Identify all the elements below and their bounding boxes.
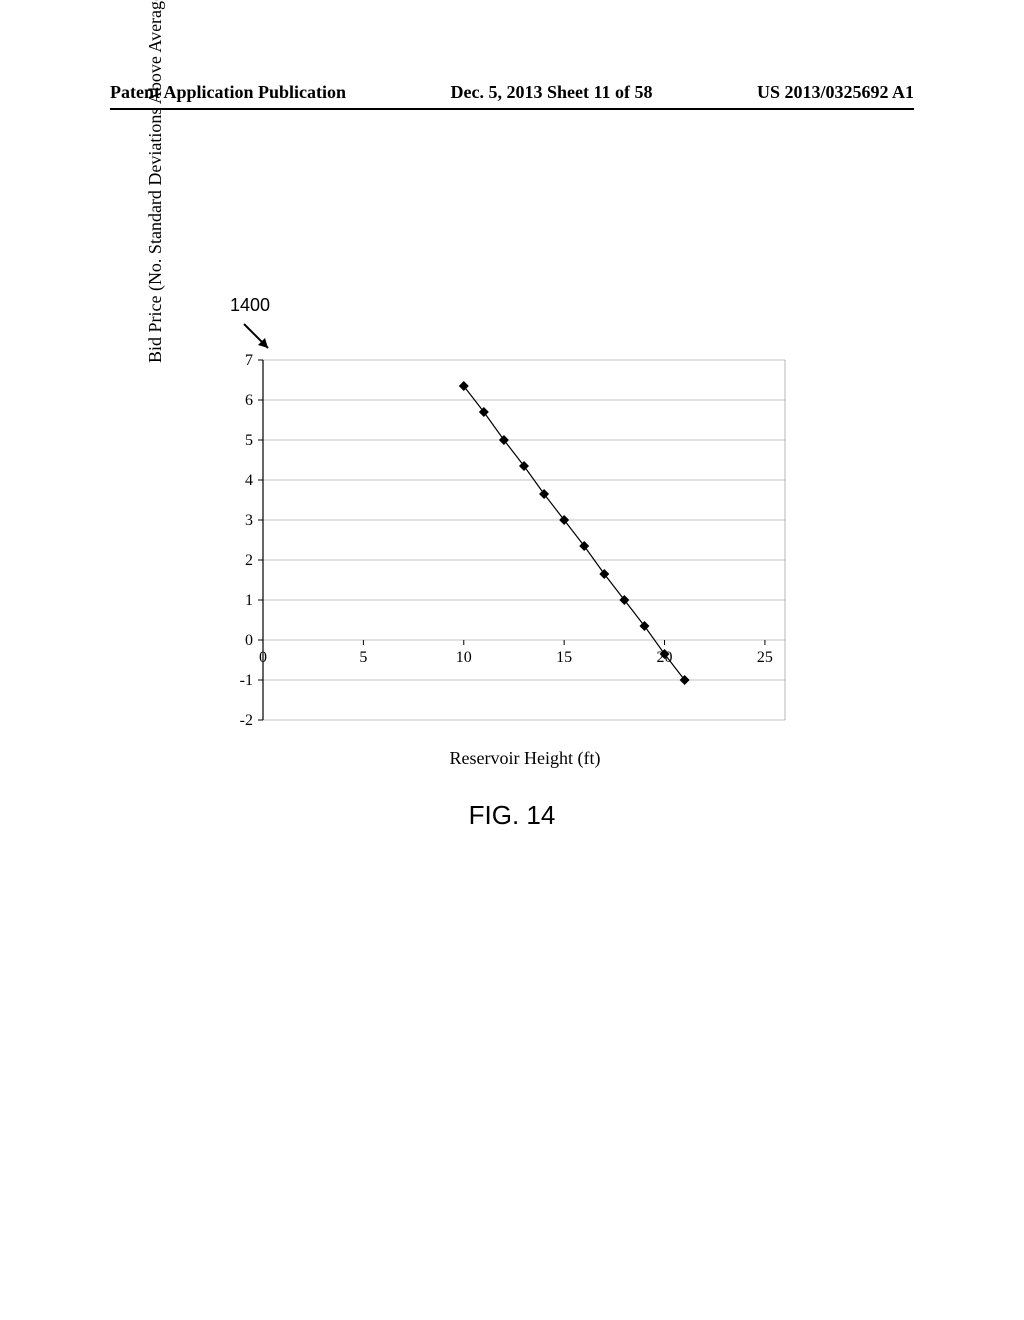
chart-ylabel: Bid Price (No. Standard Deviations Above… (145, 0, 166, 375)
header-center: Dec. 5, 2013 Sheet 11 of 58 (451, 82, 653, 103)
page: Patent Application Publication Dec. 5, 2… (0, 0, 1024, 1320)
chart-plot: -2-1012345670510152025 (165, 300, 805, 740)
svg-text:15: 15 (556, 649, 572, 666)
figure-caption: FIG. 14 (0, 800, 1024, 831)
svg-text:5: 5 (245, 432, 253, 449)
header-right: US 2013/0325692 A1 (757, 82, 914, 103)
figure-callout-label: 1400 (230, 295, 270, 316)
page-header: Patent Application Publication Dec. 5, 2… (110, 82, 914, 103)
callout-arrow-icon (240, 320, 280, 360)
svg-text:4: 4 (245, 472, 253, 489)
svg-text:25: 25 (757, 649, 773, 666)
svg-text:0: 0 (245, 632, 253, 649)
svg-text:10: 10 (456, 649, 472, 666)
svg-text:-2: -2 (240, 712, 253, 729)
svg-text:1: 1 (245, 592, 253, 609)
svg-text:6: 6 (245, 392, 253, 409)
header-rule (110, 108, 914, 110)
svg-text:5: 5 (359, 649, 367, 666)
svg-text:3: 3 (245, 512, 253, 529)
chart-xlabel: Reservoir Height (ft) (245, 748, 805, 769)
svg-text:2: 2 (245, 552, 253, 569)
figure-14: 1400 Bid Price (No. Standard Deviations … (165, 300, 805, 769)
svg-text:0: 0 (259, 649, 267, 666)
svg-text:-1: -1 (240, 672, 253, 689)
